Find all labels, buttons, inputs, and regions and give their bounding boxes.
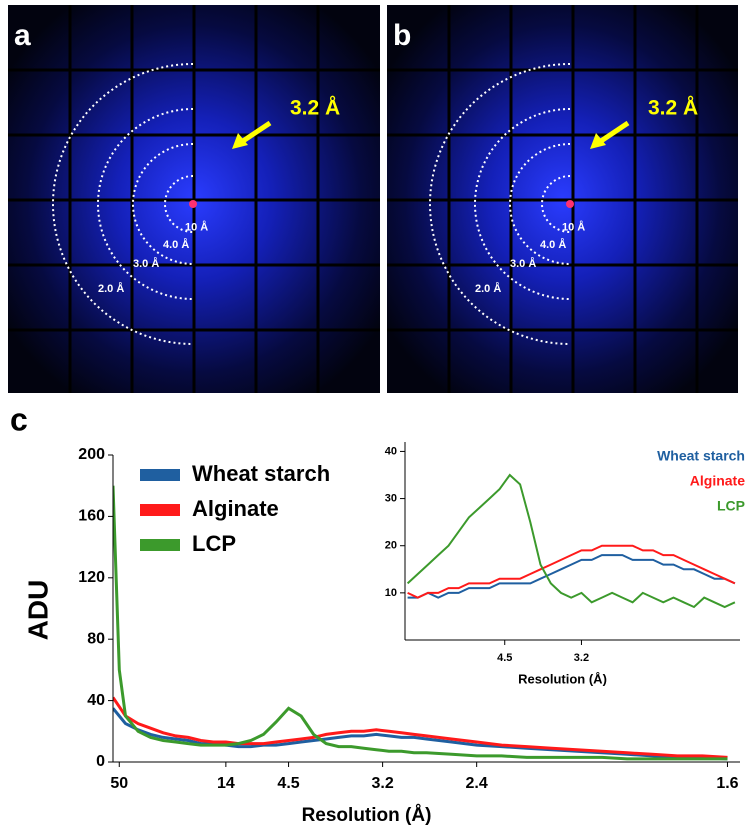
legend-label: Wheat starch	[657, 448, 745, 464]
resolution-ring	[509, 143, 571, 265]
x-tick-label: 1.6	[716, 775, 738, 792]
resolution-ring	[429, 63, 571, 345]
series-line	[407, 554, 736, 599]
beam-center	[566, 200, 574, 208]
inset-background	[405, 442, 740, 640]
x-axis-label: Resolution (Å)	[302, 805, 432, 826]
ring-label: 3.0 Å	[133, 257, 159, 270]
legend-label: Wheat starch	[192, 461, 330, 486]
y-tick-label: 120	[78, 569, 105, 586]
series-line	[113, 485, 728, 761]
legend-swatch	[140, 504, 180, 516]
panel-label: c	[10, 401, 28, 437]
legend-label: Alginate	[690, 473, 745, 489]
resolution-ring	[541, 175, 571, 233]
diffraction-panel: 10 Å 4.0 Å 3.0 Å 2.0 Å a 3.2 Å	[8, 5, 380, 393]
ring-label: 2.0 Å	[475, 282, 501, 295]
annotation: 3.2 Å	[290, 96, 340, 120]
legend-label: LCP	[717, 498, 745, 514]
ring-label: 4.0 Å	[163, 238, 189, 251]
x-tick-label: 2.4	[466, 775, 488, 792]
arrow-head	[590, 133, 606, 149]
y-tick-label: 10	[385, 587, 397, 599]
chart: 0 40 80 120 160 200 50 14 4.5 3.2 2.4 1.6 Wheat star…	[10, 401, 740, 826]
ring-label: 3.0 Å	[510, 257, 536, 270]
y-axis-label: ADU	[22, 580, 53, 641]
series-line	[113, 696, 728, 759]
x-tick-label: 4.5	[497, 652, 512, 664]
resolution-ring	[132, 143, 194, 265]
x-tick-label: 3.2	[371, 775, 393, 792]
y-tick-label: 20	[385, 540, 397, 552]
y-tick-label: 40	[385, 445, 397, 457]
panel-label: a	[14, 19, 31, 52]
series-line	[406, 473, 736, 609]
x-tick-label: 14	[217, 775, 235, 792]
diffraction-panel: 10 Å 4.0 Å 3.0 Å 2.0 Å b 3.2 Å	[387, 5, 738, 393]
legend-label: Alginate	[192, 496, 279, 521]
x-tick-label: 50	[110, 775, 128, 792]
y-tick-label: 80	[87, 630, 105, 647]
x-tick-label: 3.2	[574, 652, 589, 664]
resolution-ring	[164, 175, 194, 233]
y-tick-label: 30	[385, 492, 397, 504]
beam-center	[189, 200, 197, 208]
annotation: 3.2 Å	[648, 96, 698, 120]
x-axis-label: Resolution (Å)	[518, 671, 607, 686]
ring-label: 2.0 Å	[98, 282, 124, 295]
y-tick-label: 200	[78, 446, 105, 463]
y-tick-label: 40	[87, 692, 105, 709]
ring-label: 4.0 Å	[540, 238, 566, 251]
arrow-head	[232, 133, 248, 149]
ring-label: 10 Å	[562, 220, 585, 233]
series-line	[407, 544, 736, 599]
legend-swatch	[140, 539, 180, 551]
ring-label: 10 Å	[185, 220, 208, 233]
annotation-arrow	[238, 120, 272, 146]
y-tick-label: 0	[96, 753, 105, 770]
resolution-ring	[52, 63, 194, 345]
legend-swatch	[140, 469, 180, 481]
chart: 10 20 30 40 4.5 3.2 Wheat starch Alginate LCP Res…	[385, 442, 745, 686]
annotation-arrow	[596, 120, 630, 146]
series-line	[113, 707, 728, 761]
x-tick-label: 4.5	[277, 775, 299, 792]
panel-label: b	[393, 19, 411, 52]
legend-label: LCP	[192, 531, 236, 556]
y-tick-label: 160	[78, 508, 105, 525]
